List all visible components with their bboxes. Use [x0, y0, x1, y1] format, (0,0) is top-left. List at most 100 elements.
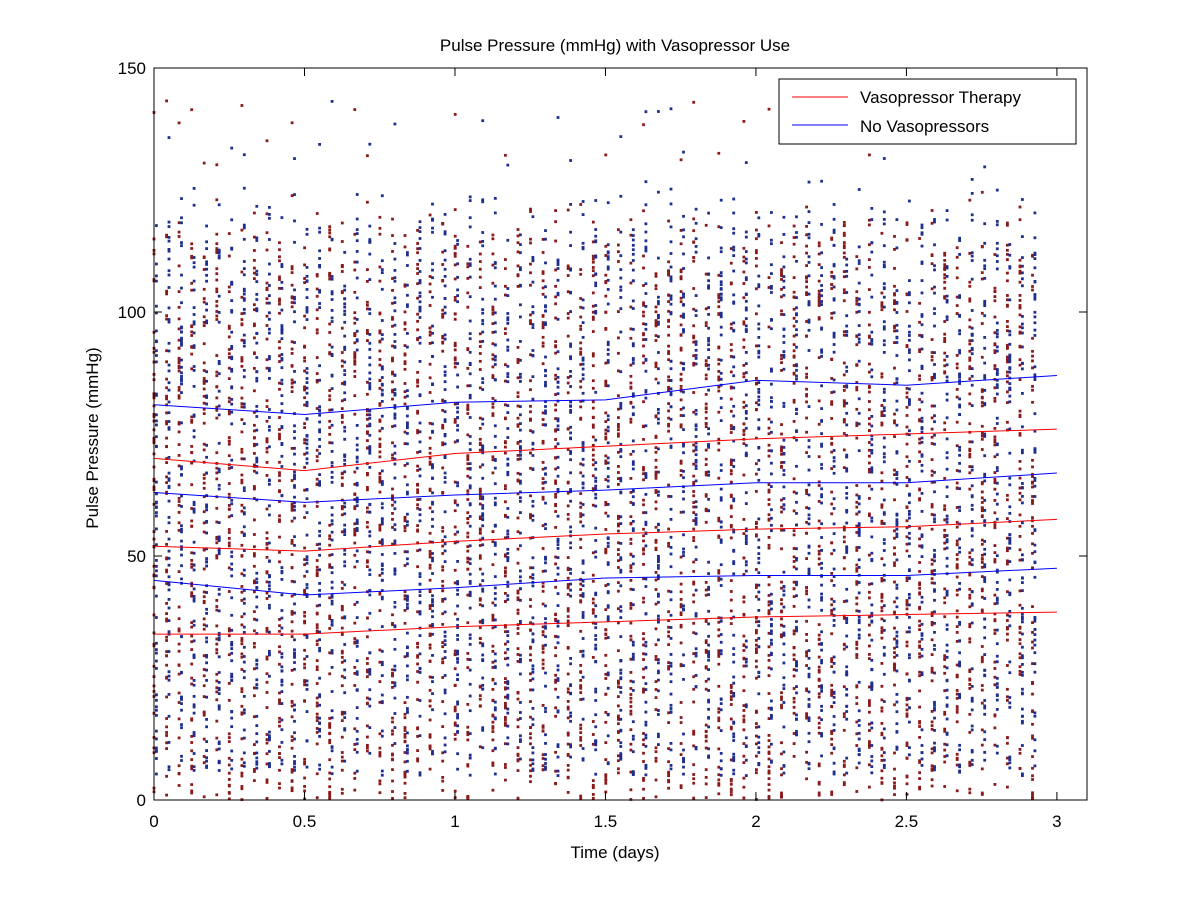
scatter-point — [428, 540, 432, 544]
scatter-point — [180, 379, 183, 382]
scatter-point — [253, 497, 256, 500]
scatter-point — [692, 490, 696, 493]
scatter-point — [268, 575, 271, 579]
scatter-point — [453, 709, 457, 713]
scatter-point — [679, 389, 683, 393]
scatter-point — [579, 679, 583, 682]
scatter-point — [617, 731, 620, 734]
scatter-point — [617, 767, 620, 771]
scatter-point — [855, 569, 859, 573]
scatter-point — [202, 654, 206, 658]
scatter-point — [755, 734, 758, 738]
scatter-point — [955, 520, 959, 524]
scatter-point — [868, 742, 871, 746]
scatter-point — [393, 542, 397, 545]
scatter-point — [943, 665, 947, 669]
scatter-point — [742, 120, 746, 123]
scatter-point — [290, 770, 294, 774]
scatter-point — [1006, 271, 1009, 275]
scatter-point — [230, 710, 234, 713]
scatter-point — [642, 796, 645, 800]
scatter-point — [328, 389, 332, 392]
scatter-point — [368, 726, 372, 729]
scatter-point — [303, 789, 306, 793]
scatter-point — [190, 717, 194, 721]
scatter-point — [830, 467, 834, 470]
scatter-point — [403, 564, 407, 567]
scatter-point — [667, 350, 670, 353]
scatter-point — [667, 774, 670, 778]
scatter-point — [177, 454, 181, 457]
scatter-point — [717, 151, 721, 155]
scatter-point — [242, 422, 246, 425]
scatter-point — [629, 657, 633, 661]
scatter-point — [177, 521, 181, 525]
scatter-point — [692, 560, 696, 564]
scatter-point — [167, 400, 171, 404]
scatter-point — [155, 514, 158, 518]
scatter-point — [303, 762, 306, 766]
scatter-point — [318, 420, 321, 424]
scatter-point — [253, 277, 256, 280]
scatter-point — [943, 748, 947, 752]
scatter-point — [227, 492, 231, 496]
scatter-point — [692, 241, 696, 244]
scatter-point — [165, 490, 168, 494]
scatter-point — [353, 375, 357, 378]
scatter-point — [642, 632, 645, 635]
scatter-point — [880, 733, 884, 737]
scatter-point — [466, 403, 470, 407]
scatter-point — [478, 697, 482, 701]
scatter-point — [491, 365, 495, 369]
scatter-point — [343, 533, 347, 536]
scatter-point — [391, 790, 394, 793]
scatter-point — [353, 311, 357, 315]
scatter-point — [478, 252, 482, 256]
scatter-point — [215, 624, 219, 628]
scatter-point — [155, 559, 158, 562]
scatter-point — [290, 503, 294, 507]
scatter-point — [255, 307, 259, 311]
scatter-point — [280, 683, 284, 687]
scatter-point — [343, 564, 347, 568]
scatter-point — [227, 400, 231, 404]
scatter-point — [792, 236, 796, 239]
scatter-point — [353, 541, 357, 545]
scatter-point — [830, 391, 834, 394]
scatter-point — [855, 388, 859, 392]
scatter-point — [742, 429, 746, 433]
scatter-point — [679, 623, 683, 627]
scatter-point — [767, 609, 771, 613]
scatter-point — [1018, 558, 1022, 562]
scatter-point — [380, 660, 384, 664]
scatter-point — [629, 770, 633, 774]
scatter-point — [842, 291, 846, 295]
scatter-point — [943, 727, 947, 731]
scatter-point — [242, 568, 246, 572]
scatter-point — [441, 552, 445, 555]
scatter-point — [393, 457, 397, 461]
scatter-point — [554, 619, 557, 623]
scatter-point — [767, 107, 771, 111]
scatter-point — [1006, 638, 1009, 642]
scatter-point — [428, 604, 432, 607]
scatter-point — [165, 612, 168, 615]
scatter-point — [805, 376, 808, 379]
scatter-point — [227, 732, 231, 736]
scatter-point — [930, 710, 934, 713]
scatter-point — [180, 726, 183, 730]
scatter-point — [830, 316, 834, 320]
scatter-point — [1006, 320, 1009, 323]
scatter-point — [278, 645, 281, 649]
scatter-point — [504, 778, 507, 782]
scatter-point — [416, 655, 419, 659]
scatter-point — [566, 753, 570, 756]
scatter-point — [541, 666, 545, 670]
scatter-point — [855, 640, 859, 644]
scatter-point — [380, 674, 384, 677]
scatter-point — [617, 685, 620, 689]
scatter-point — [905, 455, 909, 459]
scatter-point — [293, 654, 296, 657]
scatter-point — [217, 707, 221, 711]
scatter-point — [278, 560, 281, 564]
